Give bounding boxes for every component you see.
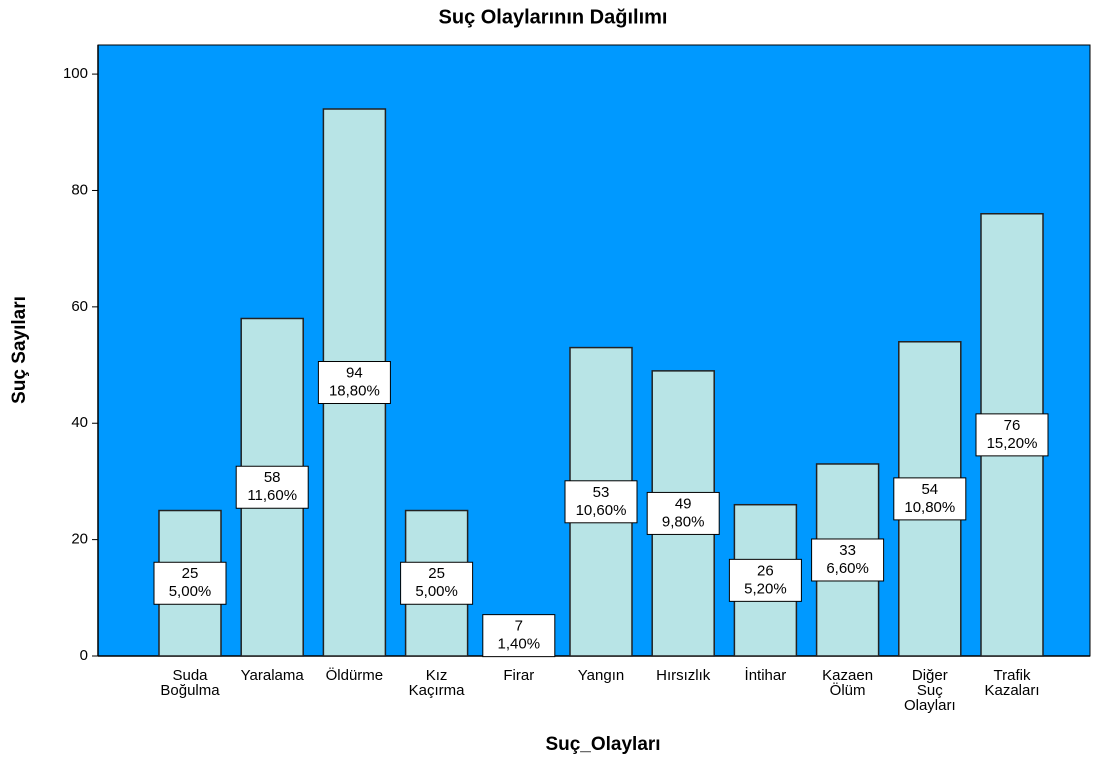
label-box (975, 413, 1049, 457)
y-tick-label: 100 (63, 65, 88, 82)
x-tick-label: Diğer Suç Olayları (904, 667, 956, 714)
x-tick-label: Kazaen Ölüm (822, 667, 873, 699)
x-tick-label: Suda Boğulma (160, 667, 220, 699)
value-label: 25 (428, 565, 445, 582)
percent-label: 5,20% (744, 580, 787, 597)
label-box (728, 558, 802, 602)
label-box (235, 465, 309, 509)
x-tick-label: Yaralama (241, 667, 305, 684)
percent-label: 1,40% (498, 636, 541, 653)
x-tick-label: Kız Kaçırma (409, 667, 466, 699)
y-axis-title: Suç Sayıları (9, 296, 30, 404)
x-tick-label: Öldürme (326, 666, 384, 684)
value-label: 58 (264, 469, 281, 486)
label-box (811, 538, 885, 582)
label-box (153, 561, 227, 605)
percent-label: 6,60% (826, 560, 869, 577)
percent-label: 9,80% (662, 513, 705, 530)
percent-label: 10,60% (576, 502, 627, 519)
x-tick-label: İntihar (745, 666, 787, 684)
x-tick-label: Firar (503, 667, 534, 684)
percent-label: 5,00% (169, 583, 212, 600)
label-box (564, 480, 638, 524)
y-tick-label: 40 (71, 414, 88, 431)
chart-title: Suç Olaylarının Dağılımı (439, 6, 668, 28)
y-tick-label: 20 (71, 531, 88, 548)
label-box (893, 477, 967, 521)
label-box (317, 361, 391, 405)
x-tick-label: Hırsızlık (656, 667, 711, 684)
percent-label: 10,80% (904, 499, 955, 516)
y-tick-label: 80 (71, 181, 88, 198)
percent-label: 11,60% (247, 487, 297, 504)
x-axis-title: Suç_Olayları (545, 734, 660, 755)
value-label: 94 (346, 364, 363, 381)
percent-label: 15,20% (987, 435, 1038, 452)
value-label: 76 (1004, 417, 1021, 434)
label-box (400, 561, 474, 605)
value-label: 49 (675, 495, 692, 512)
percent-label: 5,00% (415, 583, 458, 600)
value-label: 7 (515, 618, 523, 635)
y-tick-label: 60 (71, 298, 88, 315)
percent-label: 18,80% (329, 382, 380, 399)
value-label: 26 (757, 562, 774, 579)
value-label: 25 (182, 565, 199, 582)
y-tick-label: 0 (80, 647, 88, 664)
value-label: 54 (921, 481, 938, 498)
label-box (646, 491, 720, 535)
value-label: 53 (593, 484, 610, 501)
label-box (482, 614, 556, 658)
x-tick-label: Trafik Kazaları (984, 667, 1039, 699)
x-tick-label: Yangın (578, 667, 624, 684)
value-label: 33 (839, 542, 856, 559)
